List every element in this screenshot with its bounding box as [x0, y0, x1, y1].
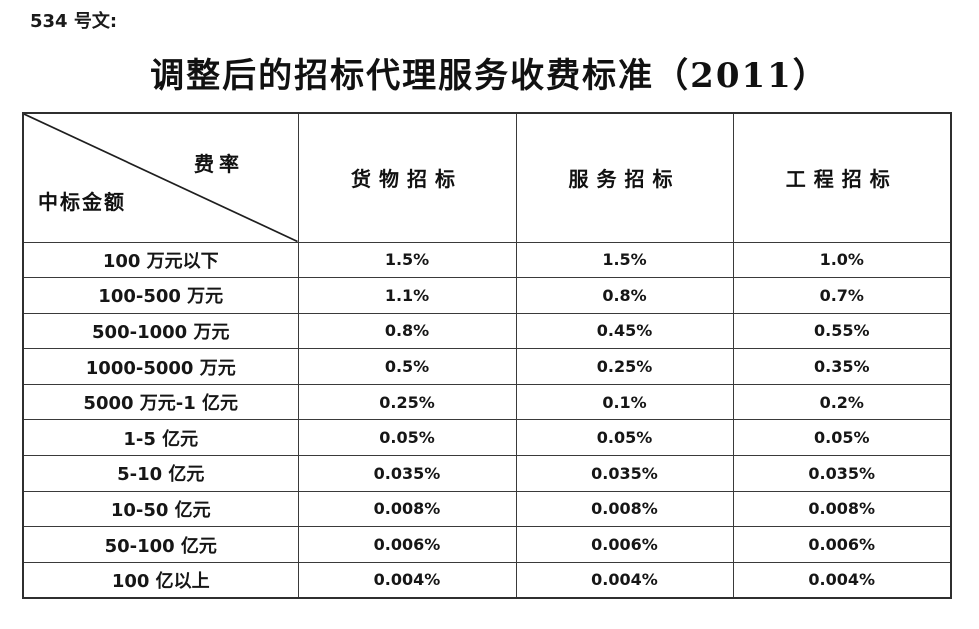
col-header-service-bidding: 服务招标	[515, 112, 734, 243]
header-row: 费率 中标金额 货物招标 服务招标 工程招标	[22, 112, 952, 243]
rate-cell: 1.0%	[732, 241, 952, 279]
rate-cell: 0.25%	[515, 348, 734, 385]
table-row: 100 亿以上 0.004% 0.004% 0.004%	[22, 561, 952, 599]
rate-cell: 0.5%	[297, 348, 517, 385]
rate-cell: 0.8%	[297, 312, 517, 350]
table-row: 50-100 亿元 0.006% 0.006% 0.006%	[22, 526, 952, 563]
rate-cell: 0.006%	[732, 526, 952, 563]
corner-label-rate: 费率	[194, 152, 244, 176]
rate-cell: 0.006%	[297, 526, 517, 563]
doc-number-label: 534 号文:	[30, 11, 118, 32]
rate-cell: 0.55%	[732, 312, 952, 350]
table-row: 1000-5000 万元 0.5% 0.25% 0.35%	[22, 348, 952, 385]
amount-range-cell: 10-50 亿元	[22, 490, 299, 528]
fee-standard-table: 费率 中标金额 货物招标 服务招标 工程招标 100 万元以下 1.5% 1.5…	[22, 112, 952, 599]
rate-cell: 0.05%	[732, 419, 952, 457]
corner-header-cell: 费率 中标金额	[22, 112, 299, 243]
rate-cell: 0.006%	[515, 526, 734, 563]
table-row: 10-50 亿元 0.008% 0.008% 0.008%	[22, 490, 952, 528]
table-row: 5000 万元-1 亿元 0.25% 0.1% 0.2%	[22, 383, 952, 421]
rate-cell: 0.05%	[515, 419, 734, 457]
rate-cell: 0.035%	[732, 455, 952, 492]
rate-cell: 0.8%	[515, 277, 734, 314]
corner-label-amount: 中标金额	[38, 190, 126, 214]
rate-cell: 1.5%	[297, 241, 517, 279]
rate-cell: 0.004%	[297, 561, 517, 599]
rate-cell: 0.7%	[732, 277, 952, 314]
amount-range-cell: 5-10 亿元	[22, 455, 299, 492]
rate-cell: 0.2%	[732, 383, 952, 421]
rate-cell: 0.45%	[515, 312, 734, 350]
amount-range-cell: 50-100 亿元	[22, 526, 299, 563]
amount-range-cell: 1000-5000 万元	[22, 348, 299, 385]
amount-range-cell: 100 万元以下	[22, 241, 299, 279]
rate-cell: 0.008%	[297, 490, 517, 528]
rate-cell: 0.004%	[732, 561, 952, 599]
rate-cell: 0.1%	[515, 383, 734, 421]
rate-cell: 0.004%	[515, 561, 734, 599]
rate-cell: 1.5%	[515, 241, 734, 279]
rate-cell: 1.1%	[297, 277, 517, 314]
col-header-works-bidding: 工程招标	[732, 112, 952, 243]
table-row: 5-10 亿元 0.035% 0.035% 0.035%	[22, 455, 952, 492]
amount-range-cell: 5000 万元-1 亿元	[22, 383, 299, 421]
rate-cell: 0.35%	[732, 348, 952, 385]
page-title: 调整后的招标代理服务收费标准（2011）	[150, 56, 829, 96]
table-row: 100-500 万元 1.1% 0.8% 0.7%	[22, 277, 952, 314]
rate-cell: 0.035%	[297, 455, 517, 492]
table-row: 500-1000 万元 0.8% 0.45% 0.55%	[22, 312, 952, 350]
rate-cell: 0.008%	[515, 490, 734, 528]
amount-range-cell: 500-1000 万元	[22, 312, 299, 350]
amount-range-cell: 100 亿以上	[22, 561, 299, 599]
table-row: 1-5 亿元 0.05% 0.05% 0.05%	[22, 419, 952, 457]
rate-cell: 0.05%	[297, 419, 517, 457]
rate-cell: 0.25%	[297, 383, 517, 421]
amount-range-cell: 100-500 万元	[22, 277, 299, 314]
diagonal-divider-line	[24, 114, 298, 242]
rate-cell: 0.035%	[515, 455, 734, 492]
amount-range-cell: 1-5 亿元	[22, 419, 299, 457]
col-header-goods-bidding: 货物招标	[297, 112, 517, 243]
table-row: 100 万元以下 1.5% 1.5% 1.0%	[22, 241, 952, 279]
rate-cell: 0.008%	[732, 490, 952, 528]
